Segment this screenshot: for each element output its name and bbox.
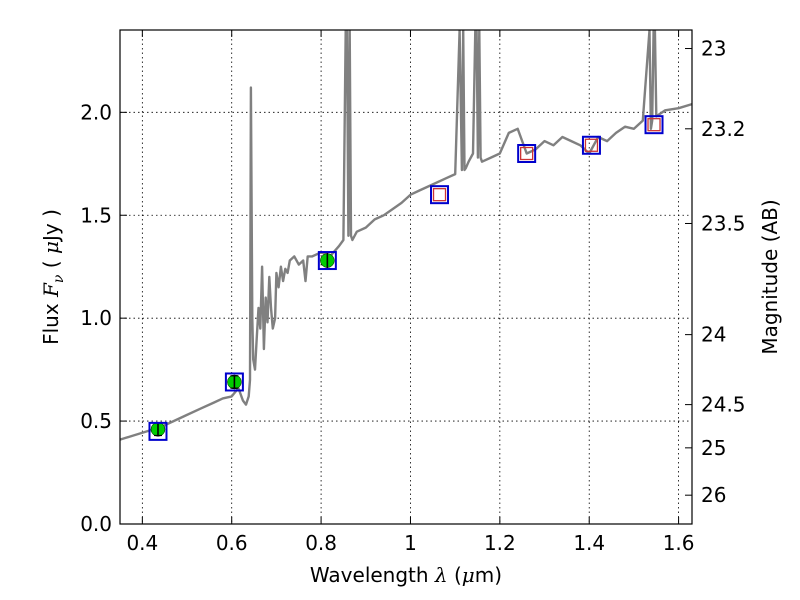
y2-axis-label: Magnitude (AB) bbox=[758, 199, 782, 354]
model-photometry-square bbox=[148, 421, 168, 441]
y-tick-label: 0.5 bbox=[80, 409, 112, 433]
y-axis-label: Flux Fν ( μJy ) bbox=[39, 209, 67, 345]
y2-tick-label: 24 bbox=[701, 323, 726, 347]
y2-tick-label: 23 bbox=[701, 37, 726, 61]
x-tick-label: 1.4 bbox=[573, 531, 605, 555]
predicted-photometry-square bbox=[520, 146, 534, 161]
plot-area bbox=[120, 30, 692, 441]
predicted-photometry-square bbox=[432, 188, 447, 202]
axis-ticks: 0.4 0.6 0.8 1 1.2 1.4 1.6 0.0 0.5 1.0 1.5 2.0 23 23.2… bbox=[80, 30, 746, 555]
predicted-photometry-square bbox=[647, 118, 661, 132]
y2-tick-label: 23.5 bbox=[701, 211, 746, 235]
x-tick-label: 0.4 bbox=[126, 531, 158, 555]
model-photometry-square bbox=[430, 185, 450, 205]
x-axis-label: Wavelength λ (μm) bbox=[310, 563, 502, 587]
x-tick-label: 0.8 bbox=[305, 531, 337, 555]
predicted-photometry-square bbox=[584, 138, 599, 152]
model-photometry-square bbox=[644, 115, 664, 135]
x-tick-label: 1.6 bbox=[663, 531, 695, 555]
x-tick-label: 1 bbox=[404, 531, 417, 555]
model-photometry-square bbox=[317, 251, 337, 271]
model-photometry-square bbox=[581, 135, 601, 155]
sed-model-line bbox=[120, 30, 692, 441]
y2-tick-label: 24.5 bbox=[701, 393, 746, 417]
y-tick-label: 1.0 bbox=[80, 306, 112, 330]
model-photometry-square bbox=[224, 372, 244, 392]
y2-tick-label: 25 bbox=[701, 436, 726, 460]
y-tick-label: 2.0 bbox=[80, 100, 112, 124]
y-tick-label: 0.0 bbox=[80, 512, 112, 536]
y2-tick-label: 26 bbox=[701, 483, 726, 507]
plot-frame bbox=[119, 29, 693, 525]
grid-lines bbox=[120, 30, 692, 525]
x-tick-label: 1.2 bbox=[484, 531, 516, 555]
y-tick-label: 1.5 bbox=[80, 203, 112, 227]
x-tick-label: 0.6 bbox=[216, 531, 248, 555]
y2-tick-label: 23.2 bbox=[701, 117, 746, 141]
model-photometry-square bbox=[517, 144, 537, 163]
